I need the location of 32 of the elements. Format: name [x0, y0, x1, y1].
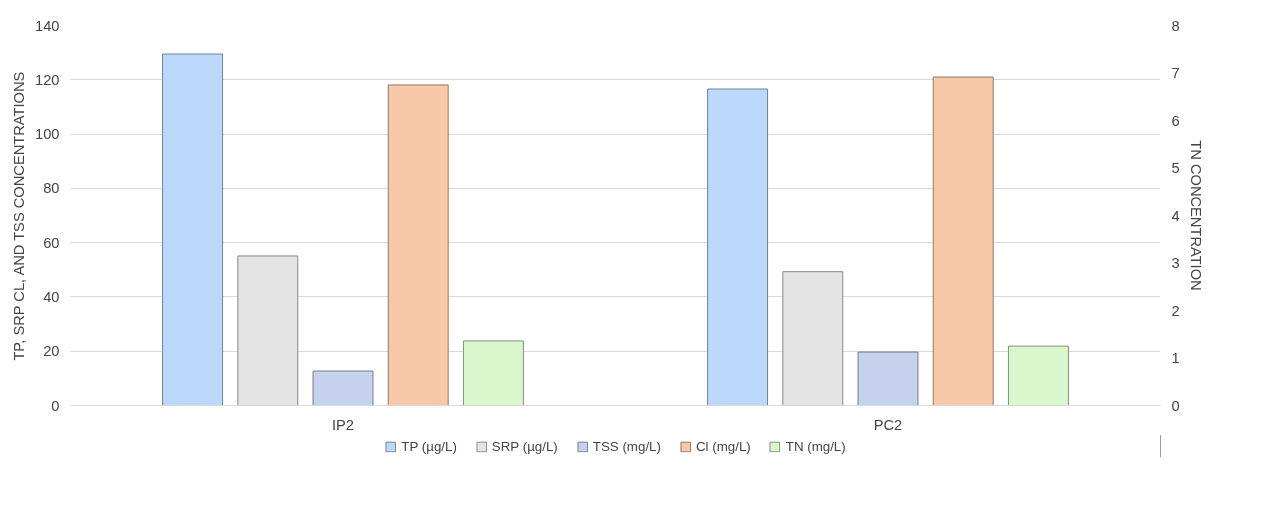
y2-tick-label: 1: [1171, 350, 1180, 366]
bar: [312, 370, 374, 406]
y2-tick-label: 8: [1171, 17, 1180, 34]
y-tick-label: 20: [43, 343, 60, 360]
y-tick-label: 140: [35, 17, 60, 34]
y2-tick-label: 7: [1171, 65, 1180, 81]
y-tick-label: 100: [35, 126, 60, 143]
bar: [932, 76, 994, 406]
bar: [857, 351, 919, 406]
legend-label: TN (mg/L): [785, 438, 846, 454]
bar: [162, 53, 224, 406]
y2-tick-label: 3: [1171, 255, 1180, 271]
legend-label: TSS (mg/L): [592, 438, 661, 454]
x-tick-label: PC2: [873, 416, 903, 433]
y-tick-label: 0: [51, 397, 60, 414]
y-tick-label: 120: [35, 71, 60, 88]
y-tick-label: 40: [43, 288, 60, 305]
bar: [707, 88, 769, 406]
y2-tick-label: 2: [1171, 302, 1180, 319]
legend-label: Cl (mg/L): [695, 438, 751, 454]
y-tick-label: 60: [43, 234, 60, 251]
y-tick-label: 80: [43, 180, 60, 197]
y2-tick-label: 0: [1171, 397, 1180, 414]
y2-axis-title: TN CONCENTRATION: [1187, 140, 1204, 291]
legend-label: TP (µg/L): [401, 438, 457, 454]
y2-tick-label: 6: [1171, 112, 1180, 129]
legend-label: SRP (µg/L): [491, 438, 558, 454]
bar: [387, 84, 449, 406]
x-tick-label: IP2: [332, 416, 354, 433]
y2-tick-label: 5: [1171, 160, 1180, 176]
y2-tick-label: 4: [1171, 207, 1180, 224]
y-axis-title: TP, SRP CL, AND TSS CONCENTRATIONS: [11, 71, 28, 361]
